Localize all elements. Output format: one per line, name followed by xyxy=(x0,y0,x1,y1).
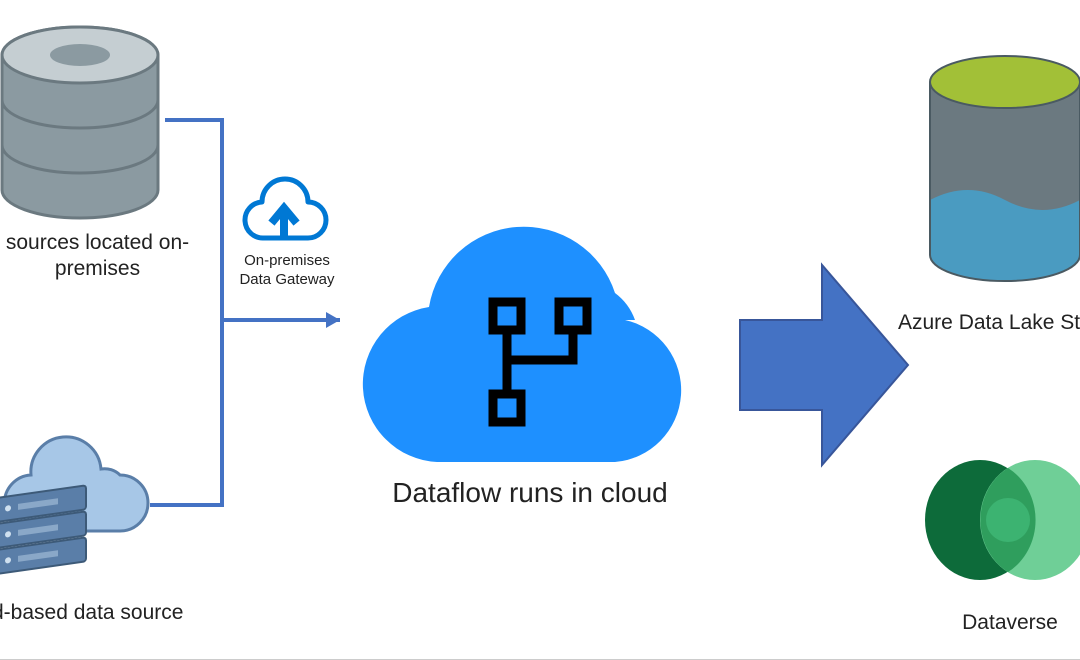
cloud-source-icon xyxy=(0,420,180,600)
gateway-label: On-premises Data Gateway xyxy=(224,252,350,290)
dataverse-icon xyxy=(920,440,1080,600)
dataflow-label: Dataflow runs in cloud xyxy=(360,475,700,510)
gateway-icon xyxy=(242,172,332,252)
diagram-canvas: sources located on- premises On-premises… xyxy=(0,0,1080,660)
big-arrow-icon xyxy=(740,265,910,465)
onprem-source-label: sources located on- premises xyxy=(0,230,205,283)
cloud-source-label: d-based data source xyxy=(0,600,212,626)
dataflow-cloud-icon xyxy=(345,210,715,490)
adls-label: Azure Data Lake Sto xyxy=(890,310,1080,336)
onprem-database-icon xyxy=(0,10,190,240)
dataverse-label: Dataverse xyxy=(930,610,1080,636)
adls-icon xyxy=(918,40,1080,300)
